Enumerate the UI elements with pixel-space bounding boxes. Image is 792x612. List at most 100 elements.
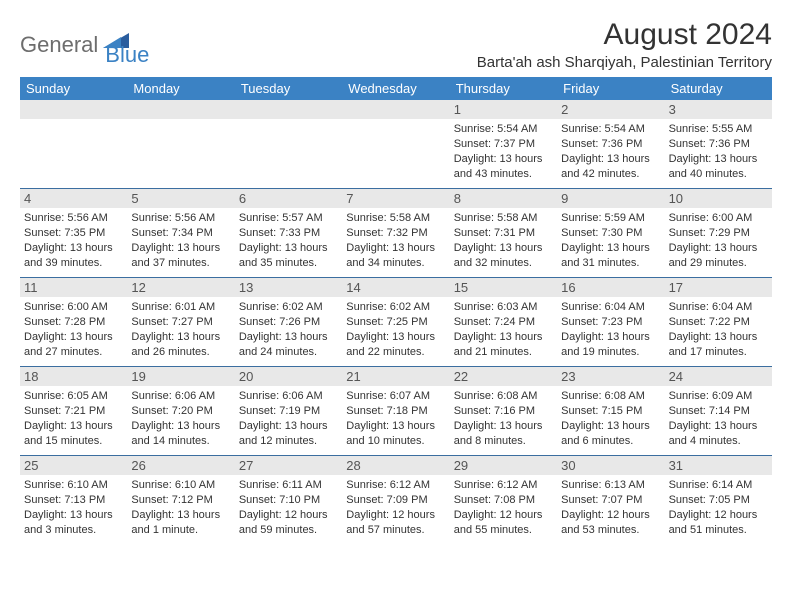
day-info-line: Sunset: 7:37 PM bbox=[454, 137, 553, 152]
day-info-line: and 32 minutes. bbox=[454, 256, 553, 271]
day-info-line: Daylight: 13 hours bbox=[669, 241, 768, 256]
day-number: 21 bbox=[342, 367, 449, 386]
day-info-line: Sunrise: 6:01 AM bbox=[131, 300, 230, 315]
day-info-line: and 17 minutes. bbox=[669, 345, 768, 360]
day-cell: 12Sunrise: 6:01 AMSunset: 7:27 PMDayligh… bbox=[127, 278, 234, 366]
day-info-line: Daylight: 13 hours bbox=[131, 508, 230, 523]
day-info-line: and 31 minutes. bbox=[561, 256, 660, 271]
day-info-line: Sunset: 7:20 PM bbox=[131, 404, 230, 419]
day-info-line: Daylight: 13 hours bbox=[24, 330, 123, 345]
day-cell: 14Sunrise: 6:02 AMSunset: 7:25 PMDayligh… bbox=[342, 278, 449, 366]
day-number: 22 bbox=[450, 367, 557, 386]
day-number: 15 bbox=[450, 278, 557, 297]
day-cell bbox=[342, 100, 449, 188]
day-info-line: Daylight: 12 hours bbox=[454, 508, 553, 523]
day-cell: 24Sunrise: 6:09 AMSunset: 7:14 PMDayligh… bbox=[665, 367, 772, 455]
day-info-line: Sunrise: 6:07 AM bbox=[346, 389, 445, 404]
day-info-line: and 51 minutes. bbox=[669, 523, 768, 538]
day-number: 1 bbox=[450, 100, 557, 119]
calendar-week: 18Sunrise: 6:05 AMSunset: 7:21 PMDayligh… bbox=[20, 367, 772, 456]
day-info-line: Sunrise: 6:09 AM bbox=[669, 389, 768, 404]
weekday-header: Monday bbox=[127, 77, 234, 100]
day-cell: 2Sunrise: 5:54 AMSunset: 7:36 PMDaylight… bbox=[557, 100, 664, 188]
day-info-line: and 43 minutes. bbox=[454, 167, 553, 182]
day-info-line: Sunrise: 5:56 AM bbox=[131, 211, 230, 226]
day-number: 13 bbox=[235, 278, 342, 297]
weekday-header: Tuesday bbox=[235, 77, 342, 100]
day-info-line: Daylight: 13 hours bbox=[346, 419, 445, 434]
day-info-line: Daylight: 12 hours bbox=[239, 508, 338, 523]
day-info-line: and 37 minutes. bbox=[131, 256, 230, 271]
day-info-line: Sunrise: 6:04 AM bbox=[561, 300, 660, 315]
day-cell: 7Sunrise: 5:58 AMSunset: 7:32 PMDaylight… bbox=[342, 189, 449, 277]
day-info-line: Daylight: 13 hours bbox=[131, 241, 230, 256]
day-info-line: Sunset: 7:31 PM bbox=[454, 226, 553, 241]
day-info-line: Daylight: 13 hours bbox=[454, 241, 553, 256]
day-number: 28 bbox=[342, 456, 449, 475]
day-info-line: Sunset: 7:16 PM bbox=[454, 404, 553, 419]
day-number: 4 bbox=[20, 189, 127, 208]
day-number: 10 bbox=[665, 189, 772, 208]
day-number: 11 bbox=[20, 278, 127, 297]
day-cell: 8Sunrise: 5:58 AMSunset: 7:31 PMDaylight… bbox=[450, 189, 557, 277]
day-info-line: Daylight: 13 hours bbox=[131, 419, 230, 434]
day-info-line: Sunset: 7:24 PM bbox=[454, 315, 553, 330]
day-info-line: Daylight: 13 hours bbox=[561, 330, 660, 345]
day-info-line: Sunset: 7:21 PM bbox=[24, 404, 123, 419]
day-cell: 4Sunrise: 5:56 AMSunset: 7:35 PMDaylight… bbox=[20, 189, 127, 277]
day-info-line: and 4 minutes. bbox=[669, 434, 768, 449]
day-cell: 26Sunrise: 6:10 AMSunset: 7:12 PMDayligh… bbox=[127, 456, 234, 544]
day-number: 25 bbox=[20, 456, 127, 475]
weekday-header: Thursday bbox=[450, 77, 557, 100]
day-info-line: Sunrise: 6:10 AM bbox=[24, 478, 123, 493]
day-info-line: Daylight: 13 hours bbox=[669, 152, 768, 167]
weeks-container: 1Sunrise: 5:54 AMSunset: 7:37 PMDaylight… bbox=[20, 100, 772, 544]
day-info-line: and 1 minute. bbox=[131, 523, 230, 538]
day-info-line: Sunrise: 5:55 AM bbox=[669, 122, 768, 137]
day-info-line: Daylight: 13 hours bbox=[346, 330, 445, 345]
day-info-line: and 15 minutes. bbox=[24, 434, 123, 449]
day-info-line: Sunset: 7:23 PM bbox=[561, 315, 660, 330]
day-info-line: Sunrise: 6:10 AM bbox=[131, 478, 230, 493]
header: General Blue August 2024 Barta'ah ash Sh… bbox=[20, 18, 772, 71]
calendar-week: 1Sunrise: 5:54 AMSunset: 7:37 PMDaylight… bbox=[20, 100, 772, 189]
day-info-line: Sunrise: 5:57 AM bbox=[239, 211, 338, 226]
day-info-line: Sunrise: 5:54 AM bbox=[454, 122, 553, 137]
logo-text-blue: Blue bbox=[105, 42, 149, 68]
day-number: 19 bbox=[127, 367, 234, 386]
day-info-line: Sunset: 7:15 PM bbox=[561, 404, 660, 419]
weekday-header: Friday bbox=[557, 77, 664, 100]
day-info-line: Sunrise: 6:14 AM bbox=[669, 478, 768, 493]
day-info-line: Daylight: 13 hours bbox=[454, 419, 553, 434]
day-info-line: Daylight: 12 hours bbox=[561, 508, 660, 523]
day-number bbox=[235, 100, 342, 119]
day-cell: 30Sunrise: 6:13 AMSunset: 7:07 PMDayligh… bbox=[557, 456, 664, 544]
day-cell: 28Sunrise: 6:12 AMSunset: 7:09 PMDayligh… bbox=[342, 456, 449, 544]
day-cell: 6Sunrise: 5:57 AMSunset: 7:33 PMDaylight… bbox=[235, 189, 342, 277]
day-info-line: Sunrise: 6:12 AM bbox=[454, 478, 553, 493]
day-cell: 29Sunrise: 6:12 AMSunset: 7:08 PMDayligh… bbox=[450, 456, 557, 544]
day-info-line: Sunset: 7:22 PM bbox=[669, 315, 768, 330]
day-cell bbox=[20, 100, 127, 188]
weekday-header: Sunday bbox=[20, 77, 127, 100]
day-number: 31 bbox=[665, 456, 772, 475]
day-number: 30 bbox=[557, 456, 664, 475]
day-info-line: Daylight: 13 hours bbox=[669, 419, 768, 434]
day-info-line: Sunset: 7:26 PM bbox=[239, 315, 338, 330]
day-number: 29 bbox=[450, 456, 557, 475]
weekday-header: Wednesday bbox=[342, 77, 449, 100]
day-cell bbox=[235, 100, 342, 188]
day-info-line: and 26 minutes. bbox=[131, 345, 230, 360]
day-info-line: Daylight: 13 hours bbox=[24, 419, 123, 434]
day-number: 20 bbox=[235, 367, 342, 386]
day-info-line: Daylight: 13 hours bbox=[454, 152, 553, 167]
day-cell: 18Sunrise: 6:05 AMSunset: 7:21 PMDayligh… bbox=[20, 367, 127, 455]
day-number: 17 bbox=[665, 278, 772, 297]
day-cell: 3Sunrise: 5:55 AMSunset: 7:36 PMDaylight… bbox=[665, 100, 772, 188]
day-info-line: and 22 minutes. bbox=[346, 345, 445, 360]
day-info-line: Sunrise: 6:08 AM bbox=[561, 389, 660, 404]
day-info-line: and 12 minutes. bbox=[239, 434, 338, 449]
day-info-line: Sunrise: 6:06 AM bbox=[239, 389, 338, 404]
day-cell: 5Sunrise: 5:56 AMSunset: 7:34 PMDaylight… bbox=[127, 189, 234, 277]
day-number: 12 bbox=[127, 278, 234, 297]
